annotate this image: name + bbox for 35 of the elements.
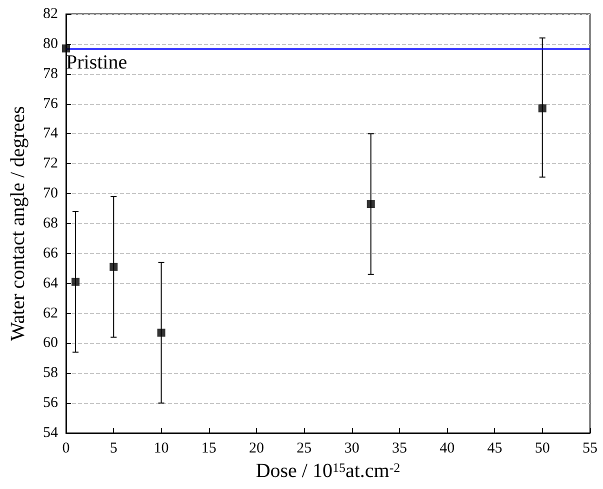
x-tick-label: 45 bbox=[487, 440, 502, 456]
y-tick-label: 60 bbox=[43, 335, 58, 352]
y-tick-label: 54 bbox=[43, 425, 58, 441]
x-tick-label: 0 bbox=[62, 440, 70, 456]
x-tick-label: 20 bbox=[249, 440, 264, 456]
y-tick-label: 78 bbox=[43, 66, 58, 82]
x-tick-label: 35 bbox=[392, 440, 407, 456]
y-tick-label: 82 bbox=[43, 6, 58, 22]
point bbox=[62, 44, 70, 52]
point bbox=[110, 262, 118, 271]
x-tick-label: 55 bbox=[582, 440, 598, 456]
y-tick-label: 64 bbox=[43, 275, 58, 292]
point bbox=[72, 278, 80, 286]
ref-line-label: Pristine bbox=[66, 51, 128, 74]
x-tick-label: 50 bbox=[534, 440, 550, 456]
point bbox=[538, 104, 546, 112]
y-tick-label: 76 bbox=[43, 96, 58, 112]
y-tick-label: 62 bbox=[43, 305, 58, 322]
point bbox=[366, 200, 375, 208]
y-tick-label: 58 bbox=[43, 365, 58, 382]
y-tick-label: 72 bbox=[43, 156, 58, 172]
x-tick-label: 5 bbox=[110, 440, 118, 456]
x-tick-label: 30 bbox=[344, 440, 360, 456]
y-axis-title: Water contact angle / degrees bbox=[7, 106, 29, 341]
x-tick-label: 10 bbox=[154, 440, 169, 456]
y-tick-label: 74 bbox=[43, 126, 58, 142]
x-tick-label: 25 bbox=[296, 440, 312, 456]
y-tick-label: 68 bbox=[43, 216, 58, 232]
y-tick-label: 66 bbox=[43, 245, 58, 262]
y-tick-label: 70 bbox=[43, 186, 58, 202]
x-tick-label: 40 bbox=[440, 440, 455, 456]
y-tick-label: 56 bbox=[43, 395, 58, 412]
point bbox=[157, 328, 166, 337]
y-tick-label: 80 bbox=[43, 36, 58, 52]
x-tick-label: 15 bbox=[201, 440, 216, 456]
